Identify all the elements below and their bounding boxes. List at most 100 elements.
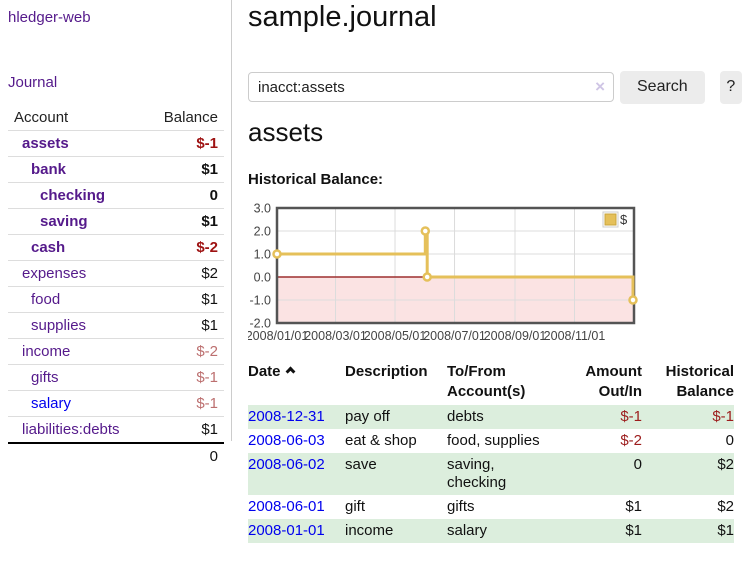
- svg-text:3.0: 3.0: [254, 202, 271, 216]
- description-header: Description: [345, 363, 428, 380]
- balance-chart-svg: $3.0 2.0 1.0 0.0 -1.0 -2.02008/01/012008/03/0…: [246, 202, 638, 343]
- transaction-description: save: [345, 456, 377, 473]
- transaction-amount: $-2: [620, 432, 642, 449]
- transaction-amount: $1: [625, 522, 642, 539]
- amount-header: Amount Out/In: [585, 363, 642, 400]
- accounts-total-row: 0: [8, 443, 224, 469]
- transaction-balance: 0: [725, 432, 734, 449]
- sidebar: hledger-web Journal Account Balance asse…: [0, 0, 232, 465]
- transaction-amount: $-1: [620, 408, 642, 425]
- transaction-balance: $1: [717, 522, 734, 539]
- account-row: bank $1: [8, 156, 224, 183]
- account-balance: $-1: [196, 395, 218, 412]
- account-balance: $-1: [196, 369, 218, 386]
- accounts-column-header: Account: [14, 109, 69, 126]
- account-link-cash[interactable]: cash: [31, 239, 66, 256]
- account-balance: $1: [201, 291, 218, 308]
- account-row: cash $-2: [8, 234, 224, 261]
- account-link-bank[interactable]: bank: [31, 161, 67, 178]
- sidebar-item-journal[interactable]: Journal: [8, 74, 58, 91]
- transaction-accounts: salary: [447, 522, 488, 539]
- account-balance: 0: [209, 187, 218, 204]
- transaction-description: gift: [345, 498, 366, 515]
- svg-text:2008/11/01: 2008/11/01: [544, 329, 606, 343]
- svg-text:-2.0: -2.0: [249, 317, 271, 331]
- help-button[interactable]: ?: [719, 70, 742, 104]
- accounts-header: To/From Account(s): [447, 363, 526, 400]
- account-link-gifts[interactable]: gifts: [31, 369, 59, 386]
- main-content: sample.journal × Search ? assets Histori…: [246, 0, 742, 582]
- account-row: salary $-1: [8, 390, 224, 417]
- account-heading: assets: [248, 117, 324, 147]
- transaction-date-link[interactable]: 2008-01-01: [248, 522, 325, 539]
- svg-text:-1.0: -1.0: [249, 294, 271, 308]
- svg-text:1.0: 1.0: [254, 248, 271, 262]
- account-row: expenses $2: [8, 260, 224, 287]
- search-button[interactable]: Search: [620, 70, 705, 104]
- account-row: checking 0: [8, 182, 224, 209]
- page-title: sample.journal: [248, 1, 437, 33]
- balance-column-header: Balance: [163, 109, 218, 126]
- register-row: 2008-01-01 income salary $1 $1: [248, 519, 734, 543]
- account-link-checking[interactable]: checking: [40, 187, 106, 204]
- balance-header: Historical Balance: [665, 363, 734, 400]
- sort-ascending-icon: [285, 366, 295, 377]
- register-row: 2008-06-02 save saving, checking 0 $2: [248, 453, 734, 495]
- svg-text:2008/09/01: 2008/09/01: [484, 329, 547, 343]
- sort-by-date-header[interactable]: Date: [248, 359, 345, 405]
- transaction-date-link[interactable]: 2008-06-03: [248, 432, 325, 449]
- account-row: supplies $1: [8, 312, 224, 339]
- svg-text:2.0: 2.0: [254, 225, 271, 239]
- account-row: income $-2: [8, 338, 224, 365]
- account-balance: $1: [201, 213, 218, 230]
- search-form: × Search ?: [248, 70, 742, 104]
- account-link-expenses[interactable]: expenses: [22, 265, 87, 282]
- accounts-table: Account Balance assets $-1 bank $1 check…: [8, 105, 224, 469]
- chart-title: Historical Balance:: [248, 171, 384, 188]
- transaction-accounts: debts: [447, 408, 484, 425]
- account-link-salary[interactable]: salary: [31, 395, 72, 412]
- transaction-accounts: food, supplies: [447, 432, 540, 449]
- account-link-assets[interactable]: assets: [22, 135, 69, 152]
- register-row: 2008-06-01 gift gifts $1 $2: [248, 495, 734, 519]
- account-link-liabilities-debts[interactable]: liabilities:debts: [22, 421, 120, 438]
- app-brand-link[interactable]: hledger-web: [8, 9, 91, 26]
- transaction-accounts: saving, checking: [447, 456, 507, 491]
- account-row: food $1: [8, 286, 224, 313]
- account-balance: $-2: [196, 239, 218, 256]
- account-row: assets $-1: [8, 130, 224, 157]
- transaction-description: pay off: [345, 408, 390, 425]
- svg-text:2008/01/01: 2008/01/01: [248, 329, 308, 343]
- svg-text:0.0: 0.0: [254, 271, 271, 285]
- account-balance: $2: [201, 265, 218, 282]
- account-balance: $-2: [196, 343, 218, 360]
- register-row: 2008-06-03 eat & shop food, supplies $-2…: [248, 429, 734, 453]
- transaction-date-link[interactable]: 2008-06-02: [248, 456, 325, 473]
- register-table: Date Description To/From Account(s) Amou…: [248, 359, 734, 543]
- account-balance: $1: [201, 421, 218, 438]
- account-balance: $1: [201, 161, 218, 178]
- historical-balance-chart: $3.0 2.0 1.0 0.0 -1.0 -2.0 2008/01/01 2008/03/0…: [246, 196, 742, 348]
- account-link-food[interactable]: food: [31, 291, 61, 308]
- transaction-date-link[interactable]: 2008-12-31: [248, 408, 325, 425]
- account-row: saving $1: [8, 208, 224, 235]
- transaction-amount: $1: [625, 498, 642, 515]
- account-link-supplies[interactable]: supplies: [31, 317, 87, 334]
- account-link-saving[interactable]: saving: [40, 213, 88, 230]
- svg-text:2008/07/01: 2008/07/01: [423, 329, 486, 343]
- clear-search-icon[interactable]: ×: [595, 77, 605, 96]
- register-header-row: Date Description To/From Account(s) Amou…: [248, 359, 734, 405]
- transaction-amount: 0: [633, 456, 642, 473]
- transaction-description: eat & shop: [345, 432, 417, 449]
- transaction-description: income: [345, 522, 394, 539]
- search-input[interactable]: [248, 72, 614, 102]
- transaction-date-link[interactable]: 2008-06-01: [248, 498, 325, 515]
- transaction-accounts: gifts: [447, 498, 475, 515]
- account-row: liabilities:debts $1: [8, 416, 224, 444]
- transaction-balance: $2: [717, 498, 734, 515]
- account-balance: $-1: [196, 135, 218, 152]
- svg-text:2008/05/01: 2008/05/01: [364, 329, 427, 343]
- account-link-income[interactable]: income: [22, 343, 71, 360]
- svg-text:2008/03/01: 2008/03/01: [304, 329, 367, 343]
- transaction-balance: $-1: [712, 408, 734, 425]
